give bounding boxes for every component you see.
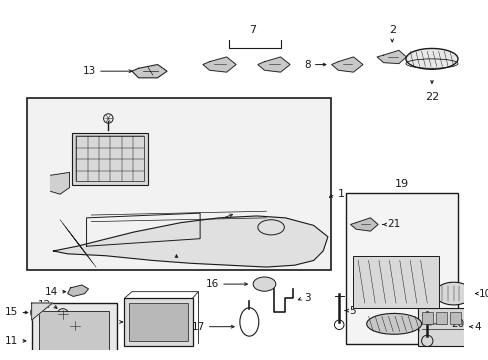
- Text: 11: 11: [5, 336, 19, 346]
- Bar: [27, 98, 330, 270]
- Text: 10: 10: [477, 289, 488, 298]
- Bar: [417, 308, 466, 346]
- Text: 19: 19: [394, 179, 408, 189]
- Text: 2: 2: [388, 26, 395, 36]
- Bar: [345, 193, 457, 344]
- Text: 1: 1: [337, 189, 344, 199]
- Bar: [72, 133, 148, 185]
- Ellipse shape: [366, 314, 421, 334]
- Bar: [449, 312, 460, 324]
- Polygon shape: [53, 216, 327, 267]
- Bar: [32, 303, 117, 360]
- Text: 22: 22: [424, 92, 438, 102]
- Ellipse shape: [253, 277, 275, 291]
- Text: 3: 3: [304, 293, 310, 303]
- Text: 8: 8: [304, 59, 310, 69]
- Ellipse shape: [405, 49, 457, 69]
- Bar: [124, 298, 192, 346]
- Text: 14: 14: [45, 287, 58, 297]
- Text: 16: 16: [205, 279, 219, 289]
- Text: 17: 17: [191, 322, 204, 332]
- Text: 15: 15: [5, 307, 19, 318]
- Text: 6: 6: [391, 322, 398, 332]
- Polygon shape: [257, 57, 289, 72]
- Bar: [353, 256, 438, 308]
- Polygon shape: [350, 218, 377, 231]
- Bar: [76, 136, 144, 181]
- Polygon shape: [132, 64, 167, 78]
- Bar: [39, 311, 109, 360]
- Text: 5: 5: [349, 306, 356, 316]
- Text: 20: 20: [450, 319, 463, 329]
- Bar: [435, 312, 446, 324]
- Text: 9: 9: [366, 289, 372, 298]
- Text: 21: 21: [386, 220, 400, 229]
- Text: 7: 7: [248, 26, 255, 36]
- Polygon shape: [376, 50, 406, 64]
- Text: 4: 4: [473, 322, 480, 332]
- Bar: [421, 312, 432, 324]
- Polygon shape: [50, 172, 69, 194]
- Polygon shape: [67, 285, 88, 296]
- Ellipse shape: [434, 282, 472, 305]
- Text: 12: 12: [37, 300, 50, 310]
- Polygon shape: [32, 303, 52, 320]
- Text: 18: 18: [103, 317, 117, 327]
- Bar: [129, 303, 187, 341]
- Polygon shape: [203, 57, 236, 72]
- Text: 13: 13: [82, 66, 96, 76]
- Polygon shape: [331, 57, 362, 72]
